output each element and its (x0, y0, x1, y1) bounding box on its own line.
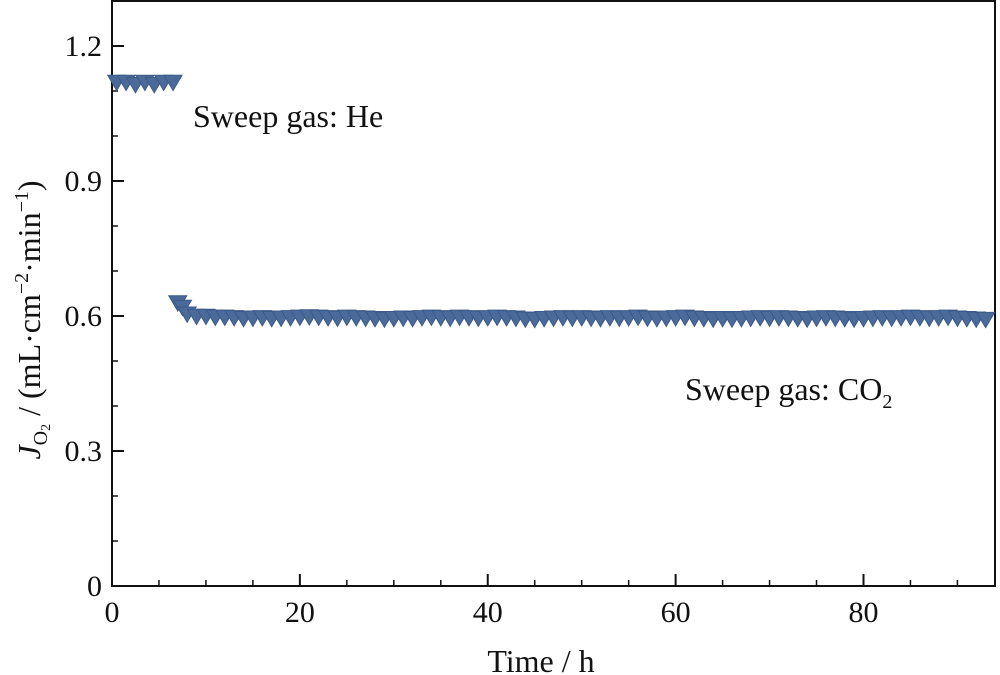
x-tick-label: 80 (848, 596, 878, 629)
annotation-he-text: Sweep gas: He (193, 98, 383, 134)
annotation-co2-text: Sweep gas: CO (685, 371, 882, 407)
y-axis-title: JO2 / (mL·cm−2·min−1) (11, 180, 54, 459)
y-axis-title-sup1: −2 (11, 273, 33, 294)
x-tick-label: 20 (285, 596, 315, 629)
y-tick-label: 0.9 (65, 165, 103, 198)
data-points (106, 74, 996, 329)
y-tick-label: 1.2 (65, 30, 103, 63)
y-tick-label: 0 (87, 570, 102, 603)
x-tick-label: 60 (661, 596, 691, 629)
data-point (975, 311, 996, 329)
y-tick-label: 0.6 (65, 300, 103, 333)
x-axis-title: Time / h (487, 643, 594, 675)
y-axis-title-units-a: / (mL·cm (11, 294, 47, 424)
plot-frame (111, 0, 996, 587)
y-axis-title-subsub: 2 (39, 424, 54, 431)
y-axis-title-units-c: ) (11, 180, 47, 191)
x-tick-label: 40 (473, 596, 503, 629)
y-axis-title-main: J (11, 444, 47, 460)
y-axis-title-sup2: −1 (11, 191, 33, 212)
y-tick-label: 0.3 (65, 435, 103, 468)
tick-marks (111, 45, 959, 587)
y-axis-title-units-b: ·min (11, 212, 47, 272)
y-axis-title-sub: O (30, 431, 52, 445)
annotation-he: Sweep gas: He (193, 98, 383, 134)
tick-labels: 0 20 40 60 80 0 0.3 0.6 0.9 1.2 (65, 30, 879, 629)
annotation-co2: Sweep gas: CO2 (685, 371, 892, 413)
x-tick-label: 0 (105, 596, 120, 629)
annotation-co2-sub: 2 (882, 391, 892, 413)
data-point (163, 74, 183, 92)
